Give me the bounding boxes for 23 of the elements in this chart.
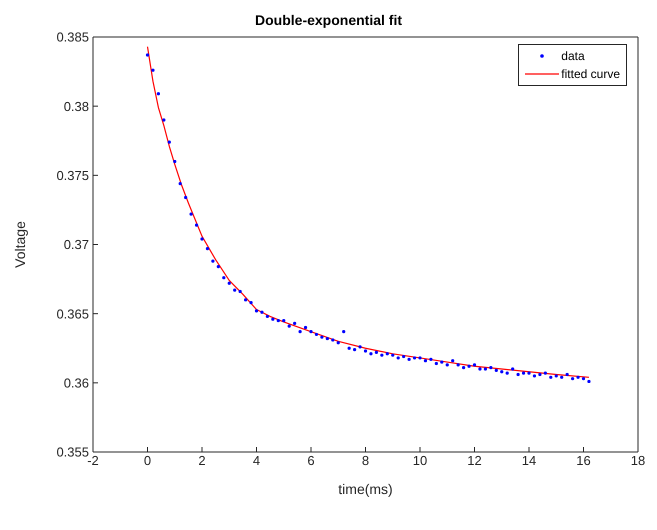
- x-tick-label: 12: [467, 453, 482, 468]
- chart-title: Double-exponential fit: [255, 12, 402, 28]
- x-tick-label: 18: [630, 453, 646, 468]
- legend-label: data: [561, 49, 585, 63]
- x-axis-title: time(ms): [338, 481, 393, 497]
- x-tick-label: 4: [252, 453, 260, 468]
- y-tick-label: 0.385: [56, 30, 89, 45]
- legend-label: fitted curve: [561, 67, 620, 81]
- x-tick-label: 2: [198, 453, 206, 468]
- y-axis-title: Voltage: [12, 220, 28, 268]
- x-tick-label: 16: [576, 453, 591, 468]
- y-tick-label: 0.36: [64, 375, 89, 390]
- x-tick-label: 6: [307, 453, 315, 468]
- x-tick-label: 0: [144, 453, 152, 468]
- x-tick-label: -2: [87, 453, 99, 468]
- y-tick-label: 0.355: [56, 444, 89, 460]
- x-tick-label: 10: [412, 453, 428, 468]
- y-tick-label: 0.365: [56, 306, 89, 322]
- y-tick-label: 0.37: [64, 237, 89, 252]
- y-tick-label: 0.38: [64, 98, 89, 114]
- x-tick-label: 14: [522, 453, 536, 468]
- y-tick-label: 0.375: [56, 168, 89, 183]
- x-tick-label: 8: [362, 453, 370, 468]
